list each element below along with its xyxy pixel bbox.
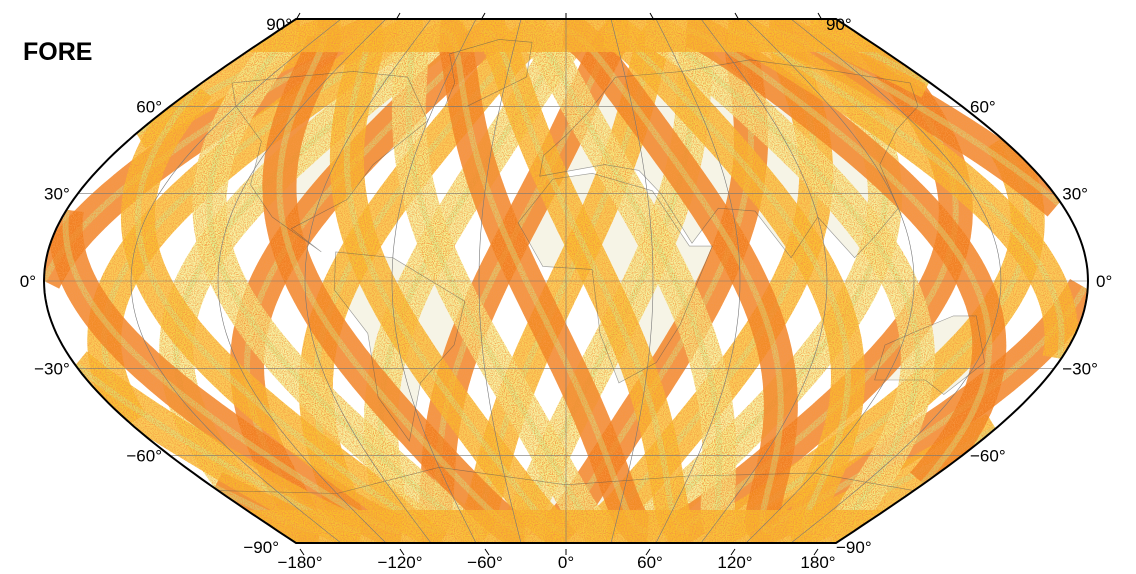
meridian-60 (655, 19, 741, 543)
coast-land-africa (517, 172, 713, 384)
lat-label-left: −90° (243, 538, 279, 557)
lon-tick-top (734, 12, 740, 21)
lon-tick (399, 548, 405, 556)
coast-land-australia (874, 315, 985, 395)
speckle-swath-core-desc-12-0 (686, 27, 993, 486)
lon-tick (645, 548, 651, 556)
meridian--30 (478, 19, 522, 543)
lat-label-left: −60° (126, 447, 162, 466)
lon-label: 180° (800, 553, 835, 572)
lat-label-right: −30° (1062, 359, 1098, 378)
speckle-texture (44, 19, 1088, 543)
meridian-120 (745, 19, 915, 543)
lat-label-left: 0° (20, 272, 36, 291)
lon-label: −60° (467, 553, 503, 572)
lon-tick-top (480, 12, 486, 21)
meridian--120 (217, 19, 387, 543)
lon-label: 60° (637, 553, 663, 572)
lon-tick-top (649, 12, 655, 21)
lat-label-right: 30° (1062, 185, 1088, 204)
lat-label-left: 30° (44, 185, 70, 204)
meridian-150 (790, 19, 1002, 543)
lon-tick (730, 548, 736, 556)
lon-label: 0° (558, 553, 574, 572)
lon-label: 120° (717, 553, 752, 572)
coast-land-eurasia (539, 59, 919, 259)
map-outline (42, 18, 1090, 544)
lat-label-left: −30° (34, 359, 70, 378)
axis-labels: 90° 90° 60° 60° 30° 30° 0° 0° −30° −30° −60° −60° −9… (20, 12, 1112, 572)
lat-label-right: 90° (826, 15, 852, 34)
lat-label-left: 60° (136, 97, 162, 116)
lon-tick-top (395, 12, 401, 21)
coast-land-south-america (333, 251, 466, 442)
panel-title: FORE (23, 38, 93, 66)
lat-label-right: −90° (836, 538, 872, 557)
lon-tick (484, 548, 490, 556)
lon-label: −120° (377, 553, 422, 572)
lon-tick (299, 548, 305, 556)
lon-tick-top (817, 12, 823, 21)
lat-label-right: 60° (970, 97, 996, 116)
meridian--90 (304, 19, 432, 543)
lon-tick (813, 548, 819, 556)
meridian--150 (130, 19, 342, 543)
meridian-90 (700, 19, 828, 543)
speckle-swath-core-desc-2-1 (206, 28, 484, 535)
coast-land-north-america (231, 71, 429, 253)
lon-tick-top (295, 12, 301, 21)
meridian-30 (610, 19, 654, 543)
lat-label-right: 0° (1096, 272, 1112, 291)
lat-label-right: −60° (970, 447, 1006, 466)
lat-label-left: 90° (266, 15, 292, 34)
swath-speckle (44, 19, 1088, 543)
lon-label: −180° (277, 553, 322, 572)
meridian--60 (391, 19, 477, 543)
graticule (44, 19, 1088, 543)
